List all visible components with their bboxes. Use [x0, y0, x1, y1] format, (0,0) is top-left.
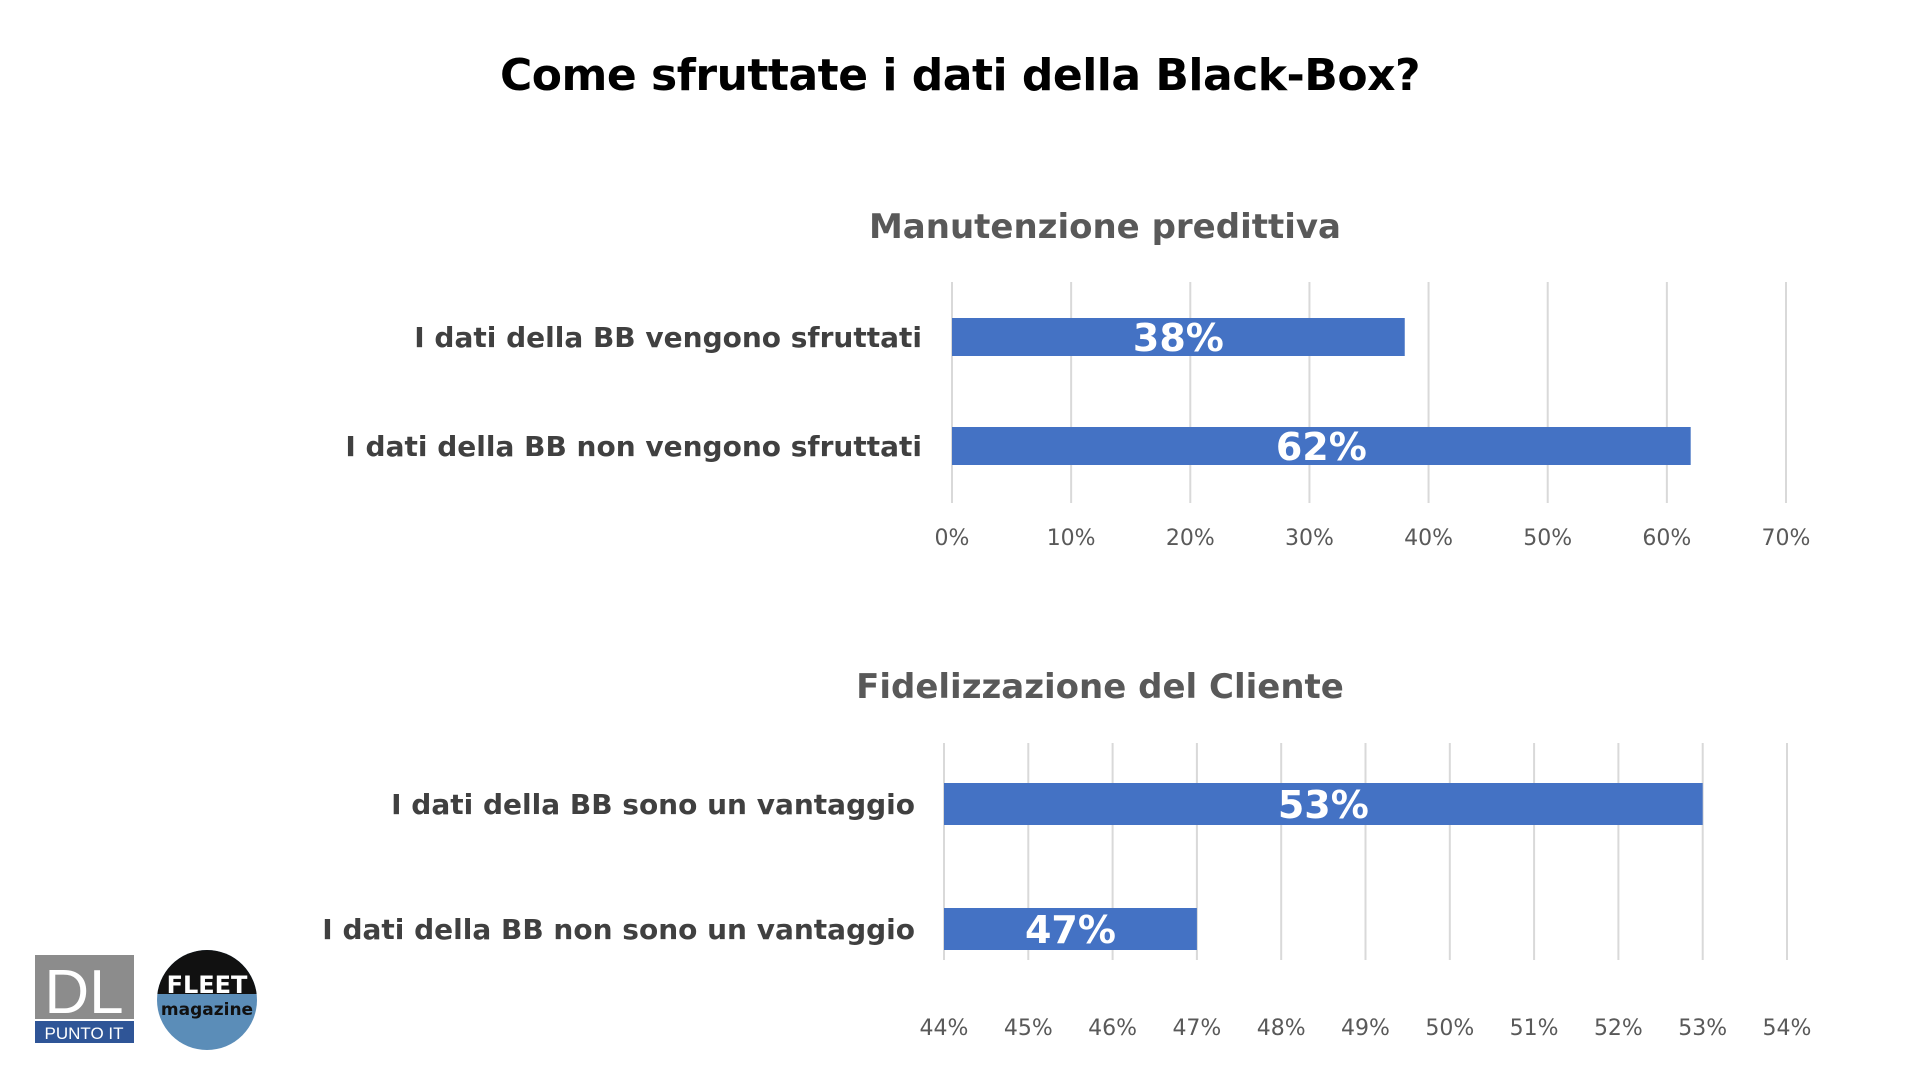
- bar-value-label: 53%: [1278, 783, 1369, 827]
- bar: [944, 908, 1197, 950]
- tick-label: 48%: [1257, 1016, 1306, 1041]
- dl-logo-subtext: PUNTO IT: [44, 1024, 123, 1043]
- chart-title: Manutenzione predittiva: [869, 207, 1341, 247]
- tick-label: 47%: [1172, 1016, 1221, 1041]
- tick-label: 45%: [1004, 1016, 1053, 1041]
- tick-label: 49%: [1341, 1016, 1390, 1041]
- bar-value-label: 62%: [1276, 425, 1367, 469]
- category-label: I dati della BB non vengono sfruttati: [345, 430, 922, 463]
- tick-label: 53%: [1678, 1016, 1727, 1041]
- tick-label: 10%: [1047, 526, 1096, 551]
- tick-label: 50%: [1523, 526, 1572, 551]
- tick-label: 70%: [1762, 526, 1811, 551]
- category-label: I dati della BB sono un vantaggio: [391, 788, 915, 821]
- tick-label: 44%: [920, 1016, 969, 1041]
- dl-logo-text: DL: [44, 958, 123, 1027]
- tick-label: 51%: [1510, 1016, 1559, 1041]
- tick-label: 46%: [1088, 1016, 1137, 1041]
- fleet-logo-text: FLEET: [167, 971, 248, 999]
- tick-label: 0%: [935, 526, 970, 551]
- tick-label: 50%: [1425, 1016, 1474, 1041]
- tick-label: 20%: [1166, 526, 1215, 551]
- fleet-magazine-logo: FLEET magazine: [155, 948, 259, 1052]
- tick-label: 40%: [1404, 526, 1453, 551]
- tick-label: 54%: [1763, 1016, 1812, 1041]
- category-label: I dati della BB non sono un vantaggio: [322, 913, 915, 946]
- bar: [952, 427, 1691, 465]
- bar: [944, 783, 1703, 825]
- chart-title: Fidelizzazione del Cliente: [856, 667, 1344, 707]
- category-label: I dati della BB vengono sfruttati: [414, 321, 922, 354]
- tick-label: 52%: [1594, 1016, 1643, 1041]
- tick-label: 30%: [1285, 526, 1334, 551]
- page-title: Come sfruttate i dati della Black-Box?: [500, 50, 1420, 101]
- dl-punto-it-logo: DL PUNTO IT: [35, 955, 134, 1043]
- fleet-logo-subtext: magazine: [161, 1000, 253, 1020]
- bar: [952, 318, 1405, 356]
- bar-value-label: 47%: [1025, 908, 1116, 952]
- tick-label: 60%: [1642, 526, 1691, 551]
- bar-value-label: 38%: [1133, 316, 1224, 360]
